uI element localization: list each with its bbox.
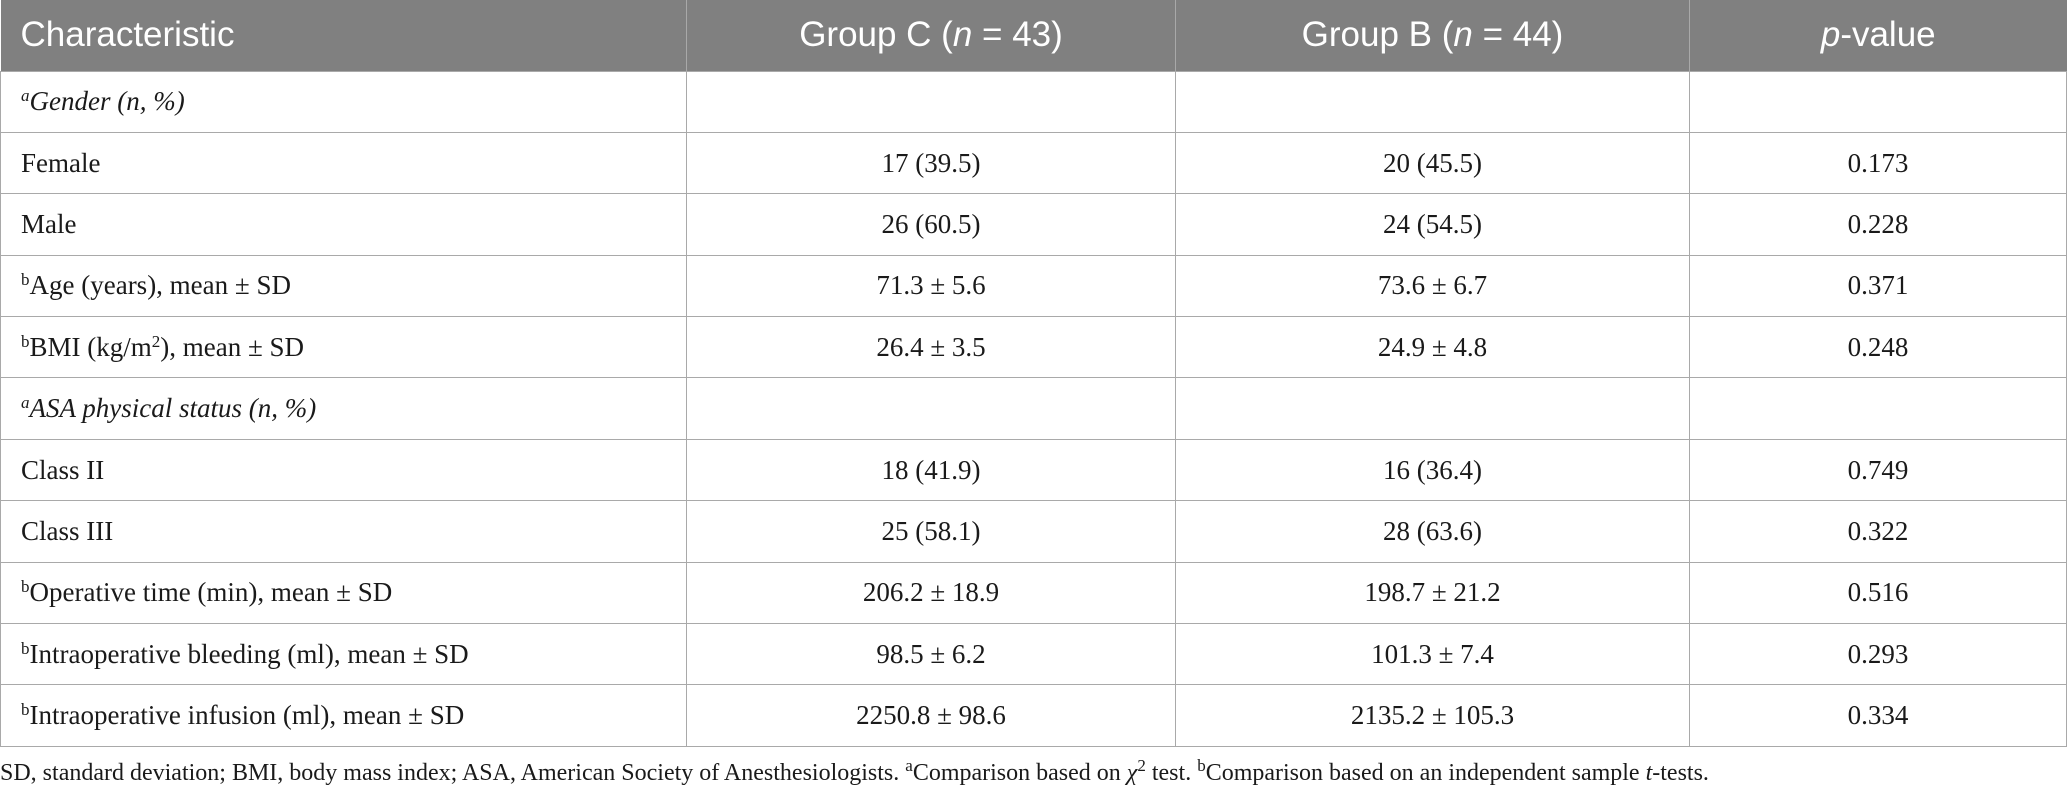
group-c-value: 17 (39.5) [686,131,1176,195]
table-row: bOperative time (min), mean ± SD 206.2 ±… [0,561,2067,625]
group-c-value [686,70,1176,133]
group-b-value: 101.3 ± 7.4 [1175,623,1690,686]
p-value: 0.334 [1689,684,2067,747]
group-c-value: 71.3 ± 5.6 [686,254,1176,318]
group-c-value: 18 (41.9) [686,438,1176,502]
header-group-c: Group C (n = 43) [686,0,1176,71]
group-b-value [1175,377,1690,440]
p-value: 0.749 [1689,438,2067,502]
p-value: 0.248 [1689,316,2067,379]
table-row: aASA physical status (n, %) [0,377,2067,440]
table-row: Class II 18 (41.9) 16 (36.4) 0.749 [0,438,2067,502]
p-value [1689,377,2067,440]
table-row: Female 17 (39.5) 20 (45.5) 0.173 [0,131,2067,195]
p-value: 0.293 [1689,623,2067,686]
group-b-value: 20 (45.5) [1175,131,1690,195]
row-label: Class II [0,438,687,502]
group-b-value: 24.9 ± 4.8 [1175,316,1690,379]
group-b-value: 198.7 ± 21.2 [1175,561,1690,625]
group-c-value: 2250.8 ± 98.6 [686,684,1176,747]
p-value: 0.516 [1689,561,2067,625]
group-b-value [1175,70,1690,133]
p-value: 0.228 [1689,193,2067,256]
group-c-value: 26 (60.5) [686,193,1176,256]
header-characteristic: Characteristic [0,0,687,71]
table-header-row: Characteristic Group C (n = 43) Group B … [0,0,2067,71]
p-value: 0.371 [1689,254,2067,318]
group-c-value: 26.4 ± 3.5 [686,316,1176,379]
row-label: bOperative time (min), mean ± SD [0,561,687,625]
row-label: aASA physical status (n, %) [0,377,687,440]
row-label: bIntraoperative bleeding (ml), mean ± SD [0,623,687,686]
table-footnote: SD, standard deviation; BMI, body mass i… [0,756,1709,786]
table-row: Male 26 (60.5) 24 (54.5) 0.228 [0,193,2067,256]
group-c-value: 25 (58.1) [686,500,1176,563]
group-b-value: 28 (63.6) [1175,500,1690,563]
table-container: Characteristic Group C (n = 43) Group B … [0,0,2067,747]
characteristics-table: Characteristic Group C (n = 43) Group B … [0,0,2067,747]
p-value: 0.173 [1689,131,2067,195]
table-row: aGender (n, %) [0,70,2067,133]
header-p-value: p-value [1820,15,1936,55]
table-row: bIntraoperative bleeding (ml), mean ± SD… [0,623,2067,686]
p-value: 0.322 [1689,500,2067,563]
row-label: Male [0,193,687,256]
table-row: Class III 25 (58.1) 28 (63.6) 0.322 [0,500,2067,563]
table-row: bBMI (kg/m2), mean ± SD 26.4 ± 3.5 24.9 … [0,316,2067,379]
group-c-value: 206.2 ± 18.9 [686,561,1176,625]
group-b-value: 24 (54.5) [1175,193,1690,256]
row-label: bIntraoperative infusion (ml), mean ± SD [0,684,687,747]
row-label: Class III [0,500,687,563]
table-row: bAge (years), mean ± SD 71.3 ± 5.6 73.6 … [0,254,2067,318]
group-c-value [686,377,1176,440]
row-label: bBMI (kg/m2), mean ± SD [0,316,687,379]
row-label: Female [0,131,687,195]
header-group-b: Group B (n = 44) [1175,0,1690,71]
row-label: aGender (n, %) [0,70,687,133]
group-c-value: 98.5 ± 6.2 [686,623,1176,686]
table-row: bIntraoperative infusion (ml), mean ± SD… [0,684,2067,747]
group-b-value: 16 (36.4) [1175,438,1690,502]
group-b-value: 2135.2 ± 105.3 [1175,684,1690,747]
row-label: bAge (years), mean ± SD [0,254,687,318]
p-value [1689,70,2067,133]
group-b-value: 73.6 ± 6.7 [1175,254,1690,318]
